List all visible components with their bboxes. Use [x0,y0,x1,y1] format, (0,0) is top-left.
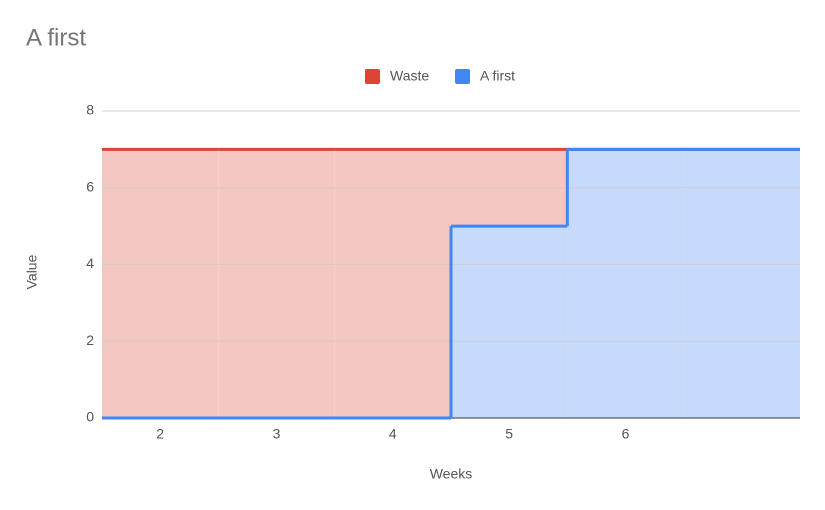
area-step [218,149,335,418]
y-tick-label: 0 [86,409,94,425]
area-underlay [334,149,451,418]
y-axis-label: Value [24,254,40,289]
area-underlay [451,226,568,418]
legend-swatch [455,69,470,84]
y-tick-label: 8 [86,102,94,118]
area-underlay [683,149,800,418]
x-tick-label: 3 [273,426,281,442]
x-tick-label: 2 [156,426,164,442]
area-step [334,149,451,418]
x-tick-label: 6 [622,426,630,442]
area-step [451,226,568,418]
area-step [683,149,800,418]
y-tick-label: 6 [86,178,94,194]
area-underlay [218,149,335,418]
x-tick-label: 5 [505,426,513,442]
legend-label: Waste [390,68,429,84]
y-tick-label: 2 [86,332,94,348]
x-axis-label: Weeks [430,466,473,482]
legend-label: A first [480,68,515,84]
x-tick-label: 4 [389,426,397,442]
legend-swatch [365,69,380,84]
area-step [102,149,219,418]
area-step [567,149,684,418]
chart-title: A first [26,24,86,51]
y-tick-label: 4 [86,255,94,271]
area-underlay [102,149,219,418]
area-underlay [567,149,684,418]
